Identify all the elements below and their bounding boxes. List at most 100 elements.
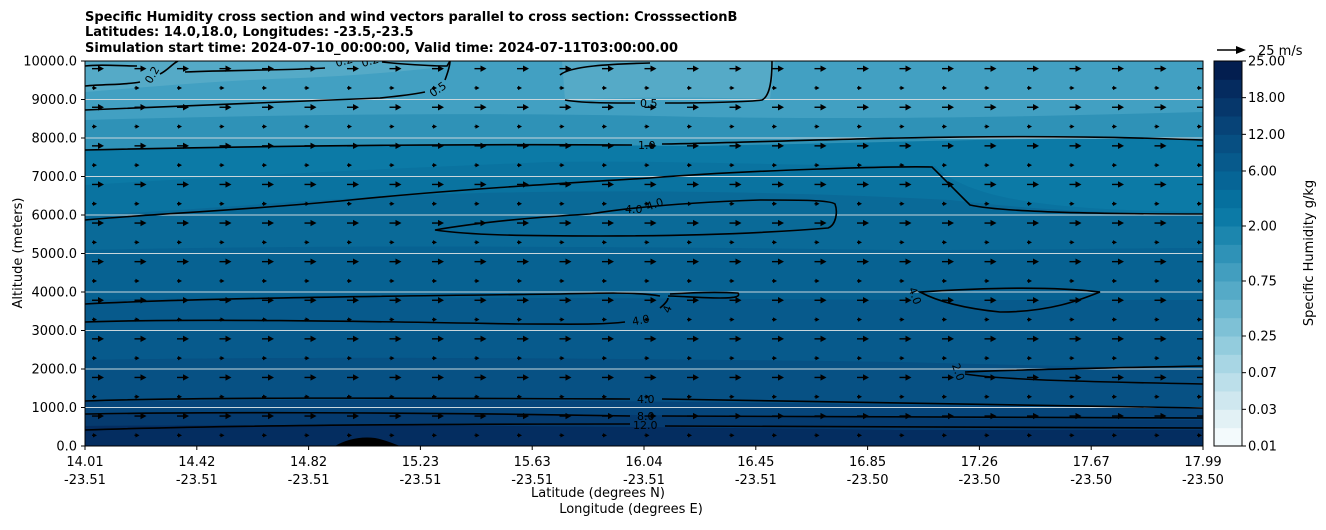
wind-vector-head [688, 85, 692, 91]
wind-vector [687, 374, 699, 381]
wind-vector-head [523, 104, 529, 111]
wind-vector [644, 181, 657, 188]
chart-title: Specific Humidity cross section and wind… [85, 10, 737, 56]
wind-vector-head [438, 65, 444, 72]
wind-vector-head [348, 394, 352, 399]
wind-vector [899, 124, 905, 129]
wind-vector [432, 104, 444, 111]
colorbar-tick-label: 18.00 [1248, 91, 1285, 106]
wind-vector [177, 181, 189, 188]
wind-vector [644, 85, 650, 91]
wind-vector [857, 85, 862, 91]
wind-vector-head [178, 162, 182, 168]
wind-vector-head [735, 297, 742, 304]
wind-vector-head [1033, 181, 1039, 188]
wind-vector-head [645, 278, 650, 284]
wind-vector-head [900, 201, 905, 206]
wind-vector-head [395, 104, 402, 111]
wind-vector-head [1033, 142, 1039, 150]
wind-vector [1197, 355, 1202, 361]
wind-vector-head [433, 433, 437, 438]
wind-vector [644, 124, 650, 129]
wind-vector-head [1075, 142, 1082, 150]
wind-vector [602, 374, 614, 381]
wind-vector [134, 219, 147, 227]
wind-vector-head [985, 355, 990, 361]
wind-vector-head [523, 258, 529, 265]
wind-vector-head [688, 278, 692, 284]
contour-0.2-a [85, 64, 138, 67]
wind-vector [389, 142, 402, 150]
wind-vector-head [1203, 413, 1209, 419]
wind-vector-head [905, 374, 912, 381]
wind-vector [134, 142, 147, 150]
wind-vector-head [565, 181, 572, 188]
wind-vector-head [1203, 104, 1209, 110]
wind-vector-head [943, 124, 947, 129]
wind-vector [559, 412, 572, 420]
wind-vector [814, 124, 820, 129]
wind-vector-head [220, 85, 225, 91]
wind-vector-head [178, 278, 182, 284]
wind-vector-head [1160, 219, 1167, 227]
y-tick-label: 0.0 [56, 440, 77, 455]
wind-vector [432, 219, 444, 227]
wind-vector [517, 433, 522, 438]
wind-vector-head [475, 317, 480, 322]
wind-vector-head [688, 355, 692, 361]
wind-vector [857, 317, 862, 322]
wind-vector [219, 297, 232, 304]
wind-vector-head [858, 394, 862, 399]
wind-vector-head [523, 181, 529, 188]
wind-vector-head [603, 85, 607, 91]
wind-vector-head [1198, 355, 1202, 361]
colorbar-segment [1214, 244, 1242, 264]
wind-vector [1069, 162, 1075, 168]
colorbar-frame [1213, 60, 1243, 447]
wind-vector-head [948, 181, 954, 188]
wind-vector [559, 201, 565, 206]
wind-vector [814, 355, 820, 361]
wind-vector [559, 142, 572, 150]
wind-vector [772, 201, 777, 206]
wind-vector-head [645, 240, 650, 245]
wind-vector-head [560, 278, 565, 284]
wind-vector [644, 104, 657, 111]
wind-vector-head [693, 181, 699, 188]
wind-vector [559, 394, 565, 399]
wind-vector-head [305, 317, 310, 322]
wind-vector [347, 104, 359, 111]
y-tick-label: 10000.0 [23, 55, 77, 70]
wind-vector [517, 162, 522, 168]
x-tick-label-lon: -23.50 [847, 473, 889, 488]
wind-vector-head [395, 297, 402, 304]
wind-vector [177, 335, 189, 343]
wind-vector-head [140, 412, 147, 420]
wind-vector [559, 335, 572, 343]
wind-vector-head [305, 240, 310, 245]
wind-vector [984, 124, 990, 129]
wind-vector [389, 278, 395, 284]
wind-vector [729, 278, 735, 284]
wind-vector-head [1118, 374, 1124, 381]
wind-vector-head [518, 240, 522, 245]
wind-vector [219, 162, 225, 168]
colorbar-label: Specific Humidity g/kg [1302, 180, 1317, 326]
wind-vector [644, 258, 657, 265]
wind-vector-head [1113, 162, 1117, 168]
wind-vector-head [603, 124, 607, 129]
wind-vector [984, 142, 997, 150]
wind-vector-head [178, 201, 182, 206]
wind-vector [602, 433, 607, 438]
contour-0.5-c [564, 99, 636, 104]
wind-vector [729, 355, 735, 361]
wind-vector [389, 335, 402, 343]
colorbar-tick-label: 0.03 [1248, 403, 1277, 418]
wind-vector [772, 85, 777, 91]
wind-vector [304, 317, 310, 322]
wind-vector-head [475, 124, 480, 129]
wind-vector [602, 162, 607, 168]
wind-vector-head [305, 85, 310, 91]
wind-vector-head [773, 433, 777, 438]
wind-vector-head [93, 355, 97, 361]
